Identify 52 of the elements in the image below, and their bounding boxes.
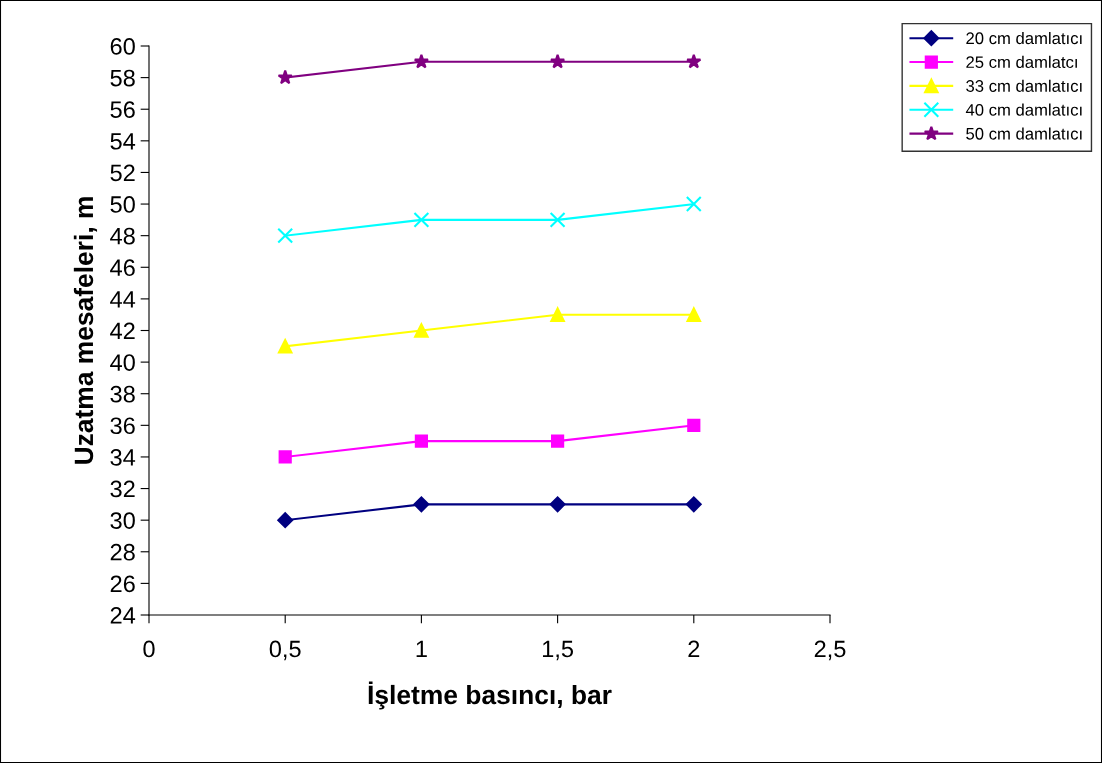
- legend-label: 40 cm damlatıcı: [965, 103, 1082, 116]
- y-axis-title: Uzatma mesafeleri, m: [73, 197, 98, 464]
- point: [413, 496, 430, 513]
- y-tick-label: 52: [110, 164, 135, 182]
- point: [277, 339, 293, 354]
- legend-label: 20 cm damlatıcı: [966, 31, 1082, 45]
- y-tick-label: 30: [110, 512, 135, 529]
- point: [685, 496, 702, 513]
- y-tick-label: 24: [110, 607, 136, 624]
- x-tick-label: 2: [688, 640, 700, 658]
- x-tick-label: 0,5: [269, 640, 301, 661]
- y-tick-label: 58: [110, 69, 135, 87]
- point: [686, 307, 702, 322]
- y-tick-label: 26: [110, 575, 135, 593]
- point: [550, 307, 565, 322]
- y-tick-label: 38: [110, 385, 135, 403]
- y-tick-label: 60: [110, 38, 135, 55]
- point: [549, 53, 566, 69]
- legend-label: 50 cm damlatıcı: [966, 127, 1082, 140]
- point: [277, 227, 294, 244]
- x-tick-label: 0: [143, 640, 155, 658]
- point: [414, 323, 429, 338]
- point: [686, 53, 702, 69]
- x-axis-title: İşletme basıncı, bar: [368, 681, 612, 710]
- legend-label: 25 cm damlatcı: [966, 55, 1077, 69]
- y-tick-label: 50: [110, 196, 135, 213]
- point: [277, 69, 293, 85]
- y-tick-label: 28: [110, 543, 135, 561]
- y-tick-label: 34: [110, 449, 136, 466]
- y-tick-label: 56: [110, 101, 135, 119]
- x-tick-label: 1: [416, 640, 427, 658]
- y-tick-label: 48: [110, 227, 135, 245]
- legend-label: 33 cm damlatıcı: [966, 79, 1082, 92]
- point: [277, 512, 294, 529]
- y-tick-label: 42: [110, 322, 135, 340]
- point: [414, 434, 428, 448]
- point: [549, 211, 566, 228]
- x-tick-label: 1,5: [542, 640, 574, 661]
- point: [551, 434, 565, 448]
- point: [687, 418, 701, 432]
- point: [549, 496, 566, 513]
- y-tick-label: 44: [110, 291, 136, 308]
- y-tick-label: 46: [110, 259, 135, 277]
- y-tick-label: 32: [110, 480, 135, 498]
- x-tick-label: 2,5: [814, 640, 846, 661]
- y-tick-label: 40: [110, 354, 135, 371]
- y-tick-label: 54: [110, 133, 136, 150]
- point: [413, 211, 430, 228]
- y-tick-label: 36: [110, 417, 135, 435]
- point: [413, 53, 430, 69]
- point: [278, 450, 292, 464]
- point: [685, 196, 702, 213]
